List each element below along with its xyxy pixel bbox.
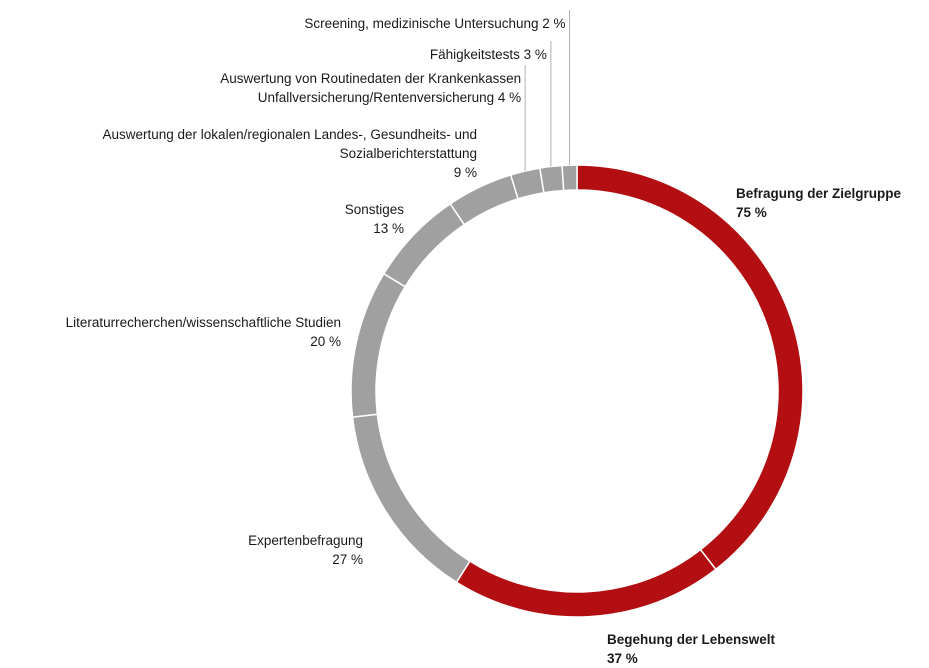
category-label: Sonstiges	[344, 202, 404, 217]
segment-label: Befragung der Zielgruppe 75 %	[736, 184, 901, 222]
category-label: Befragung der Zielgruppe	[736, 186, 902, 201]
category-label: Auswertung von Routinedaten der Krankenk…	[220, 71, 522, 105]
value-label: 27 %	[332, 552, 363, 567]
donut-segment	[350, 272, 407, 418]
value-label: 2 %	[542, 16, 566, 31]
donut-segment	[538, 164, 565, 194]
value-label: 20 %	[310, 334, 341, 349]
value-label: 13 %	[373, 221, 404, 236]
segment-label: Literaturrecherchen/wissenschaftliche St…	[66, 313, 341, 351]
segment-label: Screening, medizinische Untersuchung 2 %	[304, 14, 565, 33]
value-label: 75 %	[736, 205, 767, 220]
segment-label: Begehung der Lebenswelt 37 %	[607, 630, 775, 668]
category-label: Literaturrecherchen/wissenschaftliche St…	[65, 315, 341, 330]
segment-label: Fähigkeitstests 3 %	[430, 45, 547, 64]
category-label: Begehung der Lebenswelt	[607, 632, 776, 647]
segment-label: Auswertung von Routinedaten der Krankenk…	[220, 69, 521, 107]
donut-segment	[455, 548, 717, 618]
value-label: 37 %	[607, 651, 638, 666]
donut-segment	[561, 164, 578, 192]
donut-segment	[576, 164, 804, 571]
segment-label: Auswertung der lokalen/regionalen Landes…	[103, 125, 478, 182]
category-label: Screening, medizinische Untersuchung	[304, 16, 539, 31]
value-label: 3 %	[523, 47, 547, 62]
category-label: Auswertung der lokalen/regionalen Landes…	[102, 127, 478, 161]
value-label: 4 %	[497, 90, 522, 105]
category-label: Fähigkeitstests	[429, 47, 520, 62]
donut-segment	[449, 173, 519, 226]
segment-label: Sonstiges 13 %	[345, 200, 404, 238]
value-label: 9 %	[453, 165, 477, 180]
segment-label: Expertenbefragung 27 %	[248, 531, 363, 569]
donut-segment	[351, 413, 471, 584]
category-label: Expertenbefragung	[248, 533, 363, 548]
